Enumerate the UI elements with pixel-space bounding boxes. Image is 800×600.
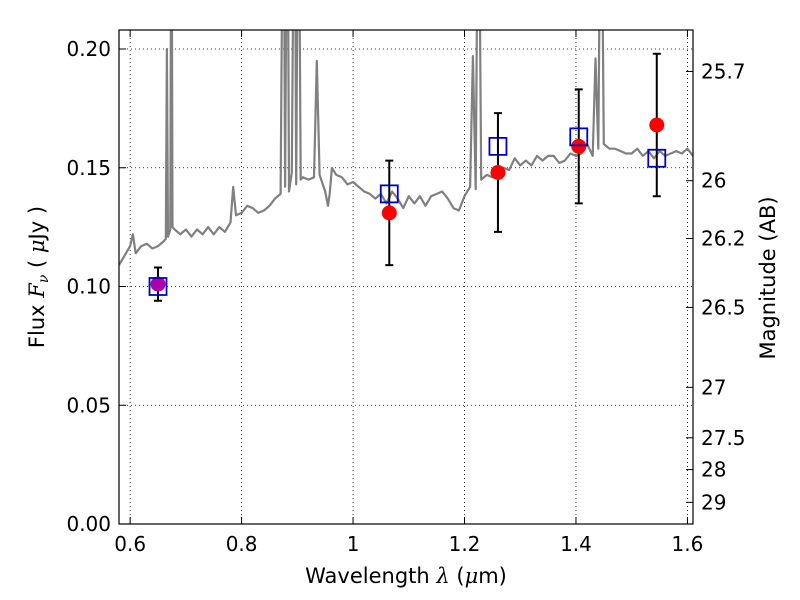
y2-tick-label: 28 (701, 458, 726, 482)
y2-tick-label: 27 (701, 375, 726, 399)
x-tick-label: 0.8 (226, 532, 258, 556)
x-tick-label: 1.6 (672, 532, 704, 556)
y-axis-label: Flux Fν ( μJy ) (25, 206, 52, 348)
observed-point (490, 165, 506, 180)
observed-point (649, 117, 665, 133)
spectrum-line (119, 30, 693, 266)
x-axis-label: Wavelength λ (μm) (305, 564, 507, 588)
x-tick-label: 1.4 (560, 532, 592, 556)
y2-axis-label: Magnitude (AB) (756, 196, 780, 359)
model-point (148, 277, 168, 296)
y-tick-label: 0.05 (66, 393, 111, 417)
y-tick-label: 0.10 (66, 275, 111, 299)
grid-lines (119, 30, 693, 525)
y2-tick-label: 29 (701, 490, 726, 514)
model-point (569, 127, 589, 147)
y2-tick-label: 26.5 (701, 295, 746, 319)
y2-tick-label: 25.7 (701, 59, 746, 83)
axis-ticks: 0.6 0.8 1 1.2 1.4 1.6 0.00 0.05 0.10 0.15 0.20 25.7… (66, 30, 746, 556)
y2-tick-label: 26.2 (701, 226, 746, 250)
x-tick-label: 1.2 (449, 532, 481, 556)
y2-tick-label: 26 (701, 169, 726, 193)
model-point (379, 184, 399, 204)
x-tick-label: 0.6 (114, 532, 146, 556)
plot-area (119, 30, 693, 302)
y-tick-label: 0.00 (66, 512, 111, 536)
observed-point (150, 276, 166, 292)
model-point (647, 148, 667, 168)
y2-tick-label: 27.5 (701, 426, 746, 450)
plot-frame (118, 29, 694, 525)
observed-point (571, 138, 587, 154)
x-tick-label: 1 (347, 532, 360, 556)
y-tick-label: 0.20 (66, 37, 111, 61)
model-point (488, 136, 508, 156)
observed-point (381, 205, 397, 221)
y-tick-label: 0.15 (66, 156, 111, 180)
